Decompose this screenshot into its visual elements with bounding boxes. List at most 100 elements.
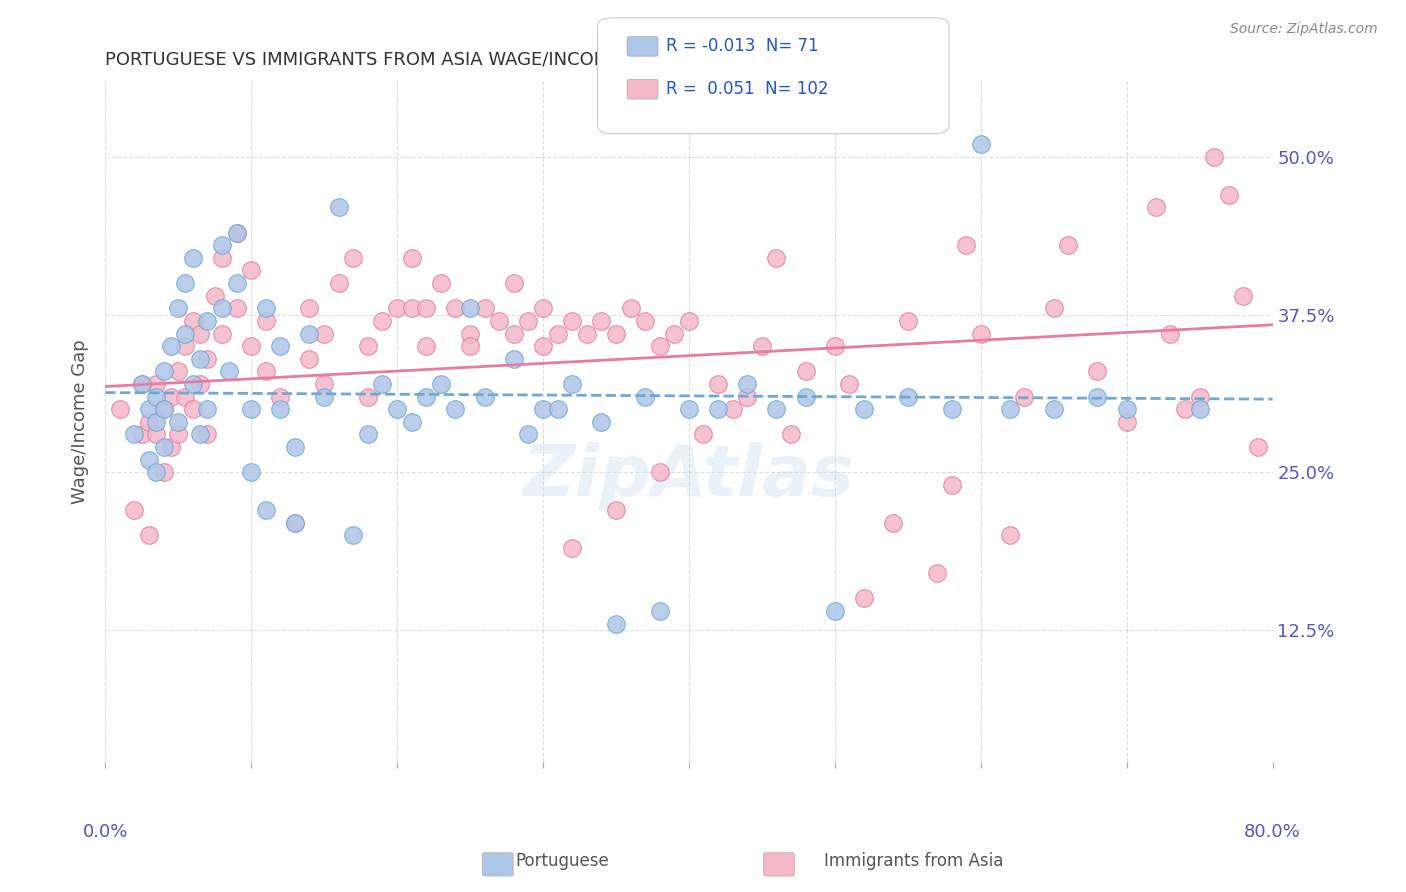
Point: [167, 427, 190, 442]
Point: [502, 351, 524, 366]
Point: [1087, 364, 1109, 378]
Point: [1057, 238, 1080, 252]
Point: [925, 566, 948, 581]
Point: [882, 516, 904, 530]
Point: [1115, 415, 1137, 429]
Point: [181, 376, 204, 391]
Point: [188, 326, 211, 341]
Point: [1218, 187, 1240, 202]
Point: [371, 314, 394, 328]
Point: [415, 339, 437, 353]
Point: [998, 402, 1021, 417]
Point: [124, 427, 146, 442]
Point: [254, 364, 277, 378]
Point: [174, 326, 197, 341]
Point: [998, 528, 1021, 542]
Point: [751, 339, 773, 353]
Point: [678, 314, 700, 328]
Point: [591, 415, 613, 429]
Point: [1159, 326, 1181, 341]
Text: PORTUGUESE VS IMMIGRANTS FROM ASIA WAGE/INCOME GAP CORRELATION CHART: PORTUGUESE VS IMMIGRANTS FROM ASIA WAGE/…: [105, 51, 865, 69]
Point: [561, 376, 583, 391]
Point: [852, 591, 875, 606]
Point: [145, 376, 167, 391]
Point: [824, 339, 846, 353]
Point: [765, 251, 787, 265]
Point: [298, 326, 321, 341]
Point: [1247, 440, 1270, 454]
Point: [1188, 402, 1211, 417]
Point: [145, 390, 167, 404]
Point: [195, 427, 218, 442]
Point: [575, 326, 598, 341]
Point: [561, 541, 583, 555]
Point: [204, 289, 226, 303]
Point: [458, 301, 481, 316]
Point: [240, 465, 263, 479]
Point: [284, 440, 307, 454]
Point: [167, 364, 190, 378]
Point: [225, 226, 247, 240]
Point: [401, 301, 423, 316]
Point: [531, 301, 554, 316]
Point: [415, 301, 437, 316]
Text: R =  0.051  N= 102: R = 0.051 N= 102: [666, 80, 830, 98]
Point: [108, 402, 131, 417]
Point: [138, 402, 160, 417]
Point: [692, 427, 714, 442]
Point: [531, 402, 554, 417]
Point: [269, 390, 291, 404]
Point: [160, 390, 183, 404]
Point: [131, 427, 153, 442]
Point: [181, 402, 204, 417]
Point: [502, 276, 524, 290]
Point: [298, 351, 321, 366]
Point: [328, 201, 350, 215]
Point: [794, 364, 817, 378]
Point: [561, 314, 583, 328]
Point: [385, 301, 408, 316]
Point: [152, 402, 174, 417]
Point: [1174, 402, 1197, 417]
Point: [225, 226, 247, 240]
Point: [707, 376, 730, 391]
Point: [145, 415, 167, 429]
Point: [735, 390, 758, 404]
Point: [1087, 390, 1109, 404]
Point: [131, 376, 153, 391]
Point: [401, 415, 423, 429]
Text: Portuguese: Portuguese: [516, 852, 609, 870]
Point: [591, 314, 613, 328]
Point: [664, 326, 686, 341]
Point: [970, 137, 993, 152]
Point: [619, 301, 641, 316]
Point: [138, 415, 160, 429]
Point: [897, 390, 920, 404]
Point: [218, 364, 240, 378]
Point: [502, 326, 524, 341]
Text: Source: ZipAtlas.com: Source: ZipAtlas.com: [1230, 22, 1378, 37]
Point: [824, 604, 846, 618]
Point: [240, 402, 263, 417]
Point: [517, 427, 540, 442]
Text: ZipAtlas: ZipAtlas: [523, 442, 855, 511]
Point: [1144, 201, 1167, 215]
Point: [124, 503, 146, 517]
Point: [1115, 402, 1137, 417]
Point: [152, 465, 174, 479]
Point: [634, 390, 657, 404]
Point: [138, 528, 160, 542]
Point: [225, 276, 247, 290]
Point: [488, 314, 510, 328]
Point: [145, 465, 167, 479]
Point: [852, 402, 875, 417]
Point: [794, 390, 817, 404]
Point: [444, 402, 467, 417]
Point: [211, 301, 233, 316]
Point: [648, 465, 671, 479]
Point: [444, 301, 467, 316]
Point: [1042, 402, 1064, 417]
Point: [458, 339, 481, 353]
Y-axis label: Wage/Income Gap: Wage/Income Gap: [72, 340, 89, 504]
Point: [211, 251, 233, 265]
